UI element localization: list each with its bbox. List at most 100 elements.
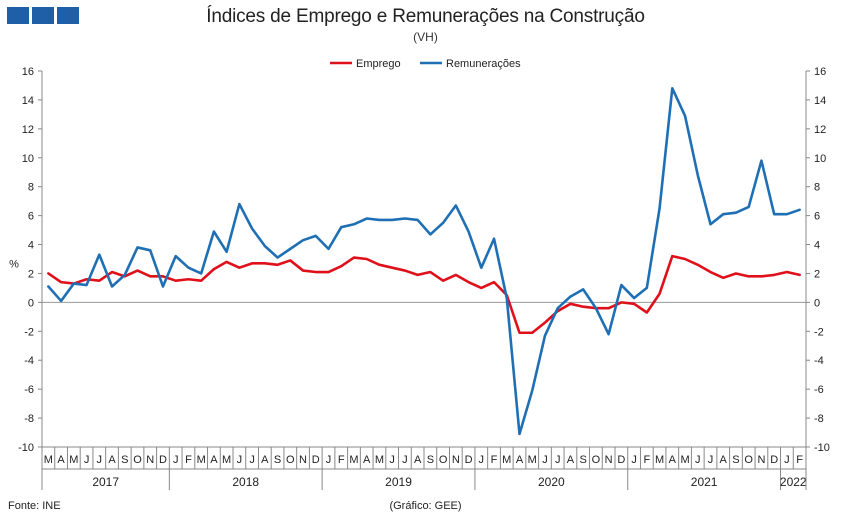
axes: -10 -10 -8 -8 -6 -6 -4 -4 -2 -2 0 0 2 2 4 4 6 6 8 8 10 10 12 12… <box>9 66 830 454</box>
month-label: S <box>121 454 128 466</box>
y-tick-label-left: 10 <box>22 153 34 165</box>
y-tick-label-right: 0 <box>814 297 820 309</box>
y-tick-label-right: -4 <box>814 355 824 367</box>
y-tick-label-left: 4 <box>28 240 34 252</box>
month-label: O <box>439 454 448 466</box>
month-label: J <box>326 454 332 466</box>
y-tick-label-right: 6 <box>814 211 820 223</box>
month-label: M <box>197 454 206 466</box>
month-label: F <box>491 454 498 466</box>
month-label: J <box>784 454 790 466</box>
month-label: A <box>57 454 65 466</box>
y-tick-label-right: -10 <box>814 442 830 454</box>
y-tick-label-left: 16 <box>22 66 34 78</box>
month-label: M <box>655 454 664 466</box>
chart-subtitle: (VH) <box>413 30 438 44</box>
month-label: A <box>516 454 524 466</box>
legend-entry: Emprego <box>356 58 401 70</box>
month-label: M <box>680 454 689 466</box>
month-label: J <box>84 454 90 466</box>
month-label: A <box>363 454 371 466</box>
month-label: J <box>173 454 179 466</box>
month-label: J <box>249 454 255 466</box>
y-tick-label-left: -6 <box>24 384 34 396</box>
month-label: S <box>274 454 281 466</box>
month-label: A <box>720 454 728 466</box>
month-label: M <box>349 454 358 466</box>
y-tick-label-right: -2 <box>814 326 824 338</box>
logo <box>7 7 79 24</box>
credit-note: (Gráfico: GEE) <box>389 500 462 512</box>
month-label: M <box>69 454 78 466</box>
series-line-emprego <box>47 254 801 335</box>
source-note: Fonte: INE <box>8 500 61 512</box>
month-label: A <box>414 454 422 466</box>
month-label: J <box>402 454 408 466</box>
month-label: S <box>732 454 739 466</box>
month-label: J <box>542 454 548 466</box>
month-label: O <box>744 454 753 466</box>
month-label: M <box>502 454 511 466</box>
month-label: N <box>146 454 154 466</box>
month-label: J <box>695 454 701 466</box>
y-tick-label-right: 14 <box>814 95 826 107</box>
y-tick-label-left: 0 <box>28 297 34 309</box>
month-label: F <box>796 454 803 466</box>
month-label: D <box>770 454 778 466</box>
month-label: S <box>579 454 586 466</box>
y-axis-label: % <box>9 258 19 270</box>
month-label: A <box>669 454 677 466</box>
logo-block <box>32 7 54 24</box>
month-label: D <box>465 454 473 466</box>
month-label: M <box>375 454 384 466</box>
month-label: M <box>222 454 231 466</box>
month-label: J <box>631 454 637 466</box>
month-label: D <box>617 454 625 466</box>
month-label: N <box>605 454 613 466</box>
year-label: 2021 <box>691 475 718 489</box>
year-label: 2018 <box>232 475 259 489</box>
y-tick-label-right: 2 <box>814 268 820 280</box>
y-tick-label-left: -10 <box>18 442 34 454</box>
month-label: A <box>261 454 269 466</box>
logo-block <box>7 7 29 24</box>
month-label: J <box>555 454 561 466</box>
y-tick-label-left: -4 <box>24 355 34 367</box>
month-label: J <box>97 454 103 466</box>
month-label: A <box>567 454 575 466</box>
legend-entry: Remunerações <box>446 58 521 70</box>
year-label: 2019 <box>385 475 412 489</box>
month-label: F <box>338 454 345 466</box>
month-label: D <box>159 454 167 466</box>
logo-block <box>57 7 79 24</box>
year-label: 2020 <box>538 475 565 489</box>
year-label: 2022 <box>780 475 807 489</box>
month-label: J <box>708 454 714 466</box>
y-tick-label-left: 2 <box>28 268 34 280</box>
month-label: F <box>643 454 650 466</box>
y-tick-label-right: 16 <box>814 66 826 78</box>
month-label: A <box>210 454 218 466</box>
chart-title: Índices de Emprego e Remunerações na Con… <box>206 6 645 27</box>
month-label: O <box>133 454 142 466</box>
y-tick-label-left: 14 <box>22 95 34 107</box>
series-line-remuneracoes <box>47 87 801 436</box>
y-tick-label-right: 10 <box>814 153 826 165</box>
month-label: N <box>299 454 307 466</box>
month-label: S <box>427 454 434 466</box>
month-label: M <box>44 454 53 466</box>
month-label: N <box>757 454 765 466</box>
y-tick-label-right: -8 <box>814 413 824 425</box>
month-label: J <box>389 454 395 466</box>
month-label: O <box>286 454 295 466</box>
legend: Emprego Remunerações <box>330 58 521 70</box>
month-label: J <box>479 454 485 466</box>
month-label: A <box>108 454 116 466</box>
plot-area <box>47 87 801 436</box>
year-label: 2017 <box>92 475 119 489</box>
y-tick-label-left: -8 <box>24 413 34 425</box>
y-tick-label-right: 12 <box>814 124 826 136</box>
month-label: O <box>592 454 601 466</box>
